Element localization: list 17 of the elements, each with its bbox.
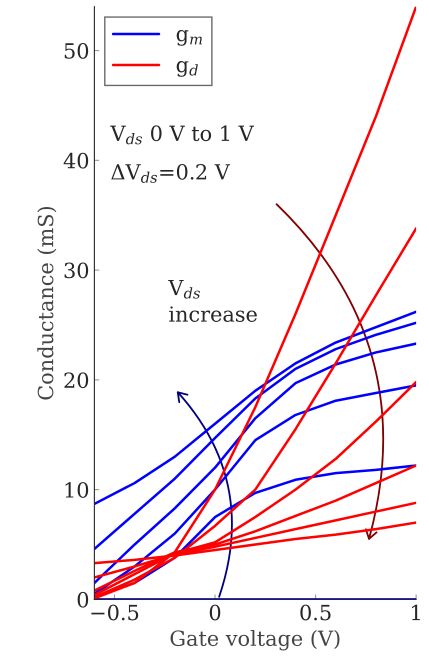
x-tick-label: 0 (210, 604, 220, 620)
legend-label: g$_{m}$ (176, 30, 202, 46)
y-tick-label: 40 (64, 152, 88, 169)
y-tick-label: 10 (66, 482, 88, 498)
x-axis-title: Gate voltage (V) (170, 630, 340, 650)
y-tick-label: 30 (64, 262, 88, 278)
y-tick-label: 0 (78, 592, 88, 608)
y-tick-label: 20 (64, 372, 88, 388)
x-tick-label: −0.5 (91, 604, 138, 620)
x-tick-label: 1 (412, 604, 420, 620)
annotation: V$_{ds}$ increase (168, 280, 257, 322)
x-tick-label: 0.5 (300, 604, 331, 620)
annotation: ΔV$_{ds}$=0.2 V (111, 164, 230, 183)
annotation: V$_{ds}$ 0 V to 1 V (110, 125, 254, 144)
y-axis-title: Conductance (mS) (37, 206, 56, 400)
legend-label: g$_{d}$ (176, 61, 198, 77)
y-tick-label: 50 (64, 43, 88, 59)
